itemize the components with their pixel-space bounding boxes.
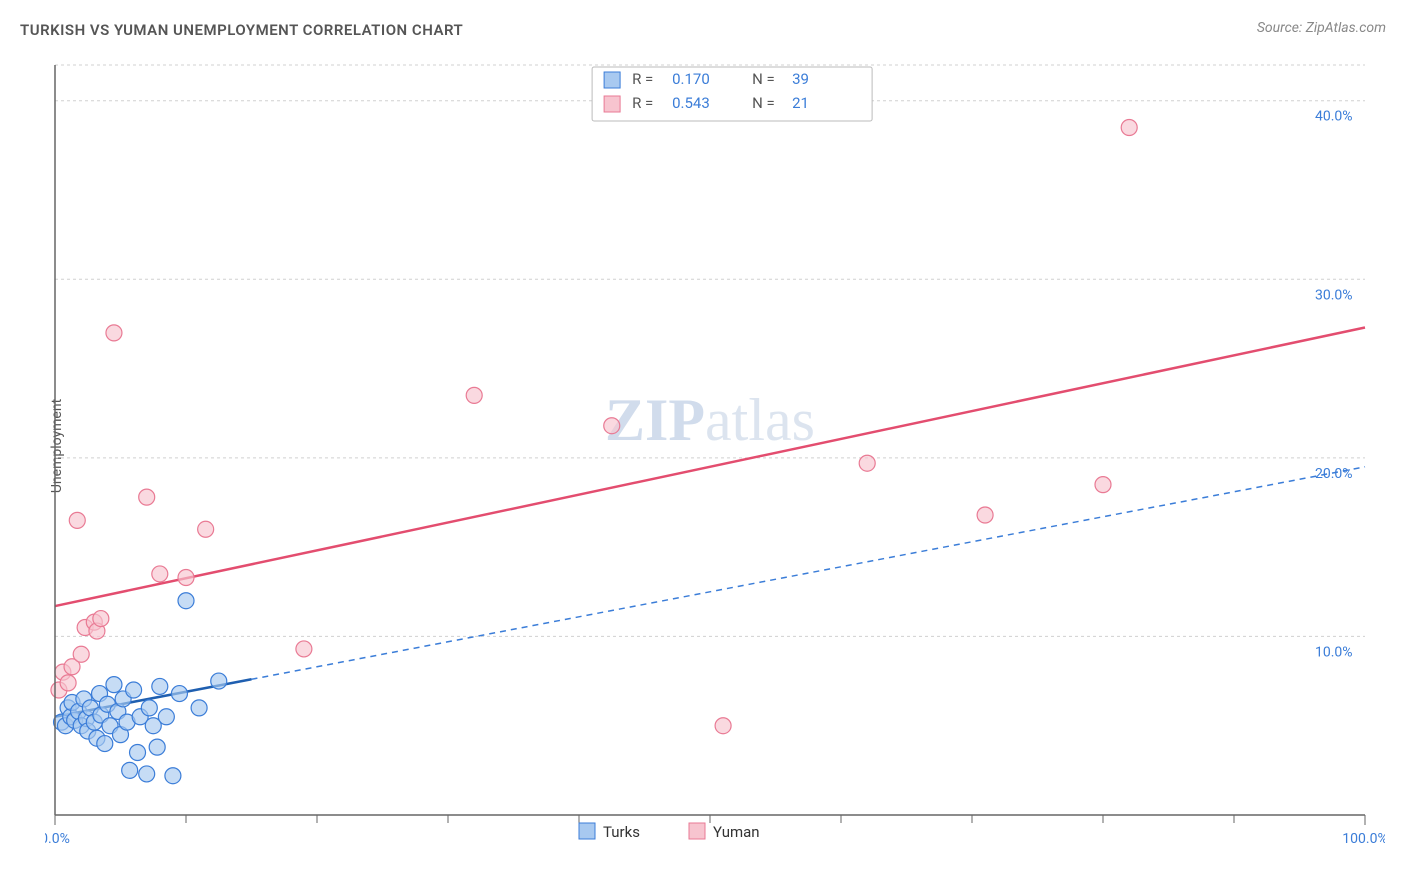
svg-text:40.0%: 40.0%	[1315, 109, 1353, 125]
svg-text:10.0%: 10.0%	[1315, 644, 1353, 660]
svg-text:ZIPatlas: ZIPatlas	[605, 387, 815, 453]
source-credit: Source: ZipAtlas.com	[1257, 20, 1386, 36]
svg-text:39: 39	[792, 70, 809, 88]
svg-text:Turks: Turks	[603, 823, 640, 841]
svg-text:30.0%: 30.0%	[1315, 287, 1353, 303]
svg-text:N =: N =	[752, 70, 775, 88]
svg-text:0.170: 0.170	[672, 70, 710, 88]
svg-text:0.543: 0.543	[672, 94, 710, 112]
svg-text:Yuman: Yuman	[713, 823, 760, 841]
svg-text:R =: R =	[632, 70, 653, 88]
correlation-scatter-chart: ZIPatlas 10.0% 20.0% 30.0% 40.0% 0.0% 100.0% R …	[45, 55, 1385, 855]
svg-text:R =: R =	[632, 94, 653, 112]
svg-text:21: 21	[792, 94, 809, 112]
svg-text:100.0%: 100.0%	[1342, 831, 1385, 847]
svg-text:N =: N =	[752, 94, 775, 112]
svg-text:20.0%: 20.0%	[1315, 466, 1353, 482]
page-title: TURKISH VS YUMAN UNEMPLOYMENT CORRELATIO…	[20, 21, 463, 39]
svg-text:0.0%: 0.0%	[45, 831, 70, 847]
